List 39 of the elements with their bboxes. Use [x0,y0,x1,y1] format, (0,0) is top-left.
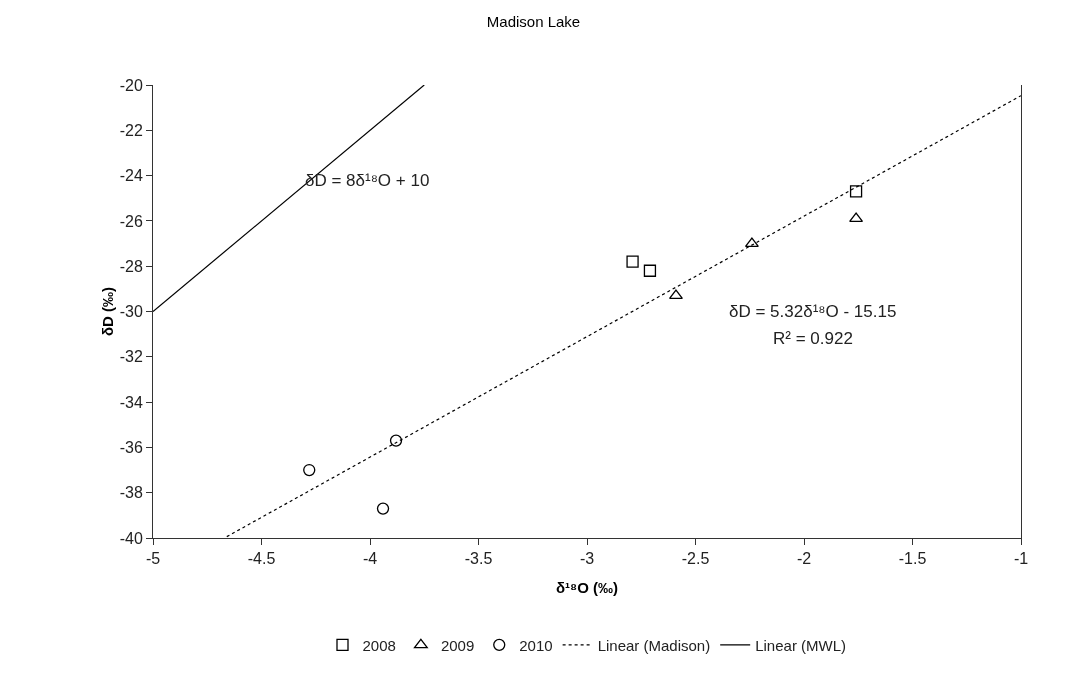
point [626,255,639,268]
y-tick-label: -30 [119,303,143,321]
x-tick-label: -2 [796,550,812,568]
x-tick-label: -1.5 [898,550,927,568]
annotation: δD = 5.32δ¹⁸O - 15.15 [729,302,897,321]
annotation: δD = 8δ¹⁸O + 10 [305,171,430,190]
point [849,185,863,198]
annotation: R² = 0.922 [773,329,853,348]
x-tick-label: -3 [579,550,595,568]
x-tick-label: -1 [1013,550,1029,568]
y-tick-label: -34 [119,393,143,411]
x-tick-label: -4 [362,550,378,568]
legend-label: Linear (Madison) [597,636,711,654]
y-tick-label: -22 [119,121,143,139]
y-tick-label: -28 [119,257,143,275]
x-tick-label: -4.5 [247,550,276,568]
legend-label: 2009 [440,636,475,654]
y-tick-label: -36 [119,439,143,456]
point [376,502,390,515]
y-tick-label: -24 [119,167,143,185]
x-tick-label: -5 [145,550,161,568]
point [849,212,864,223]
point [389,434,403,447]
legend-label: 2010 [519,636,553,654]
x-axis-title: δ¹⁸O (‰) [555,579,619,596]
point [668,289,683,300]
y-axis-title: δD (‰) [99,286,116,337]
chart-title: Madison Lake [486,13,581,31]
y-tick-label: -20 [119,76,143,94]
point [643,264,657,277]
y-tick-label: -32 [119,348,143,366]
y-tick-label: -38 [119,484,143,502]
x-tick-label: -2.5 [681,550,710,568]
y-tick-label: -40 [119,529,143,547]
point [303,463,316,477]
x-tick-label: -3.5 [464,550,493,568]
legend-label: 2008 [362,636,396,654]
legend-label: Linear (MWL) [755,636,847,654]
y-tick-label: -26 [119,212,143,230]
